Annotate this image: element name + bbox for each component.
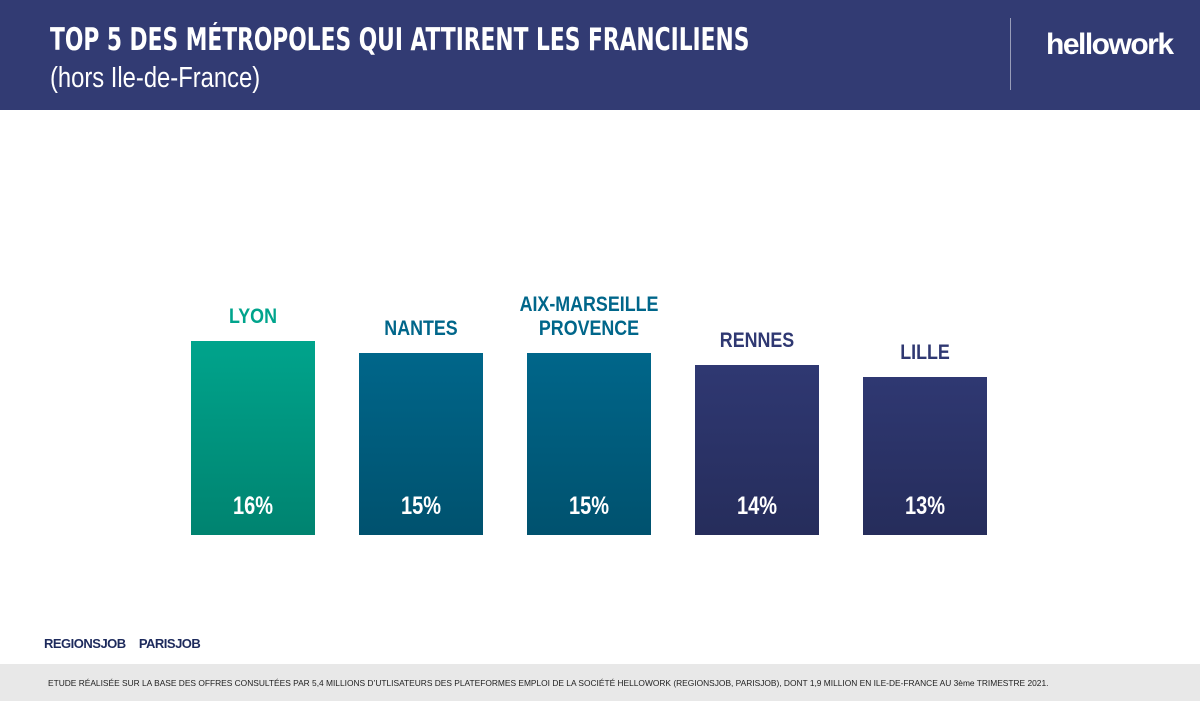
category-label: LILLE [900,341,950,365]
value-label: 15% [400,492,442,520]
category-label: AIX-MARSEILLE PROVENCE [519,293,659,341]
bar [527,353,651,535]
footer: ETUDE RÉALISÉE SUR LA BASE DES OFFRES CO… [0,664,1200,701]
value-label: 13% [904,492,946,520]
category-label: NANTES [384,317,458,341]
bar [191,341,315,535]
bar [863,377,987,535]
logo-parisjob: PARISJOB [138,636,201,651]
value-label: 16% [232,492,274,520]
category-label: LYON [229,305,277,328]
header: TOP 5 DES MÉTROPOLES QUI ATTIRENT LES FR… [0,0,1200,110]
separator [1010,18,1011,90]
logo: hellowork [1046,28,1174,61]
subtitle: (hors Ile-de-France) [50,62,261,94]
logo-regionsjob: REGIONSJOB [44,636,126,651]
bar [359,353,483,535]
title: TOP 5 DES MÉTROPOLES QUI ATTIRENT LES FR… [50,22,750,58]
value-label: 15% [568,492,610,520]
bar [695,365,819,535]
partner-logos: REGIONSJOB PARISJOB [44,636,201,651]
value-label: 14% [736,492,778,520]
category-label: RENNES [719,329,795,353]
footnote: ETUDE RÉALISÉE SUR LA BASE DES OFFRES CO… [48,678,1049,688]
